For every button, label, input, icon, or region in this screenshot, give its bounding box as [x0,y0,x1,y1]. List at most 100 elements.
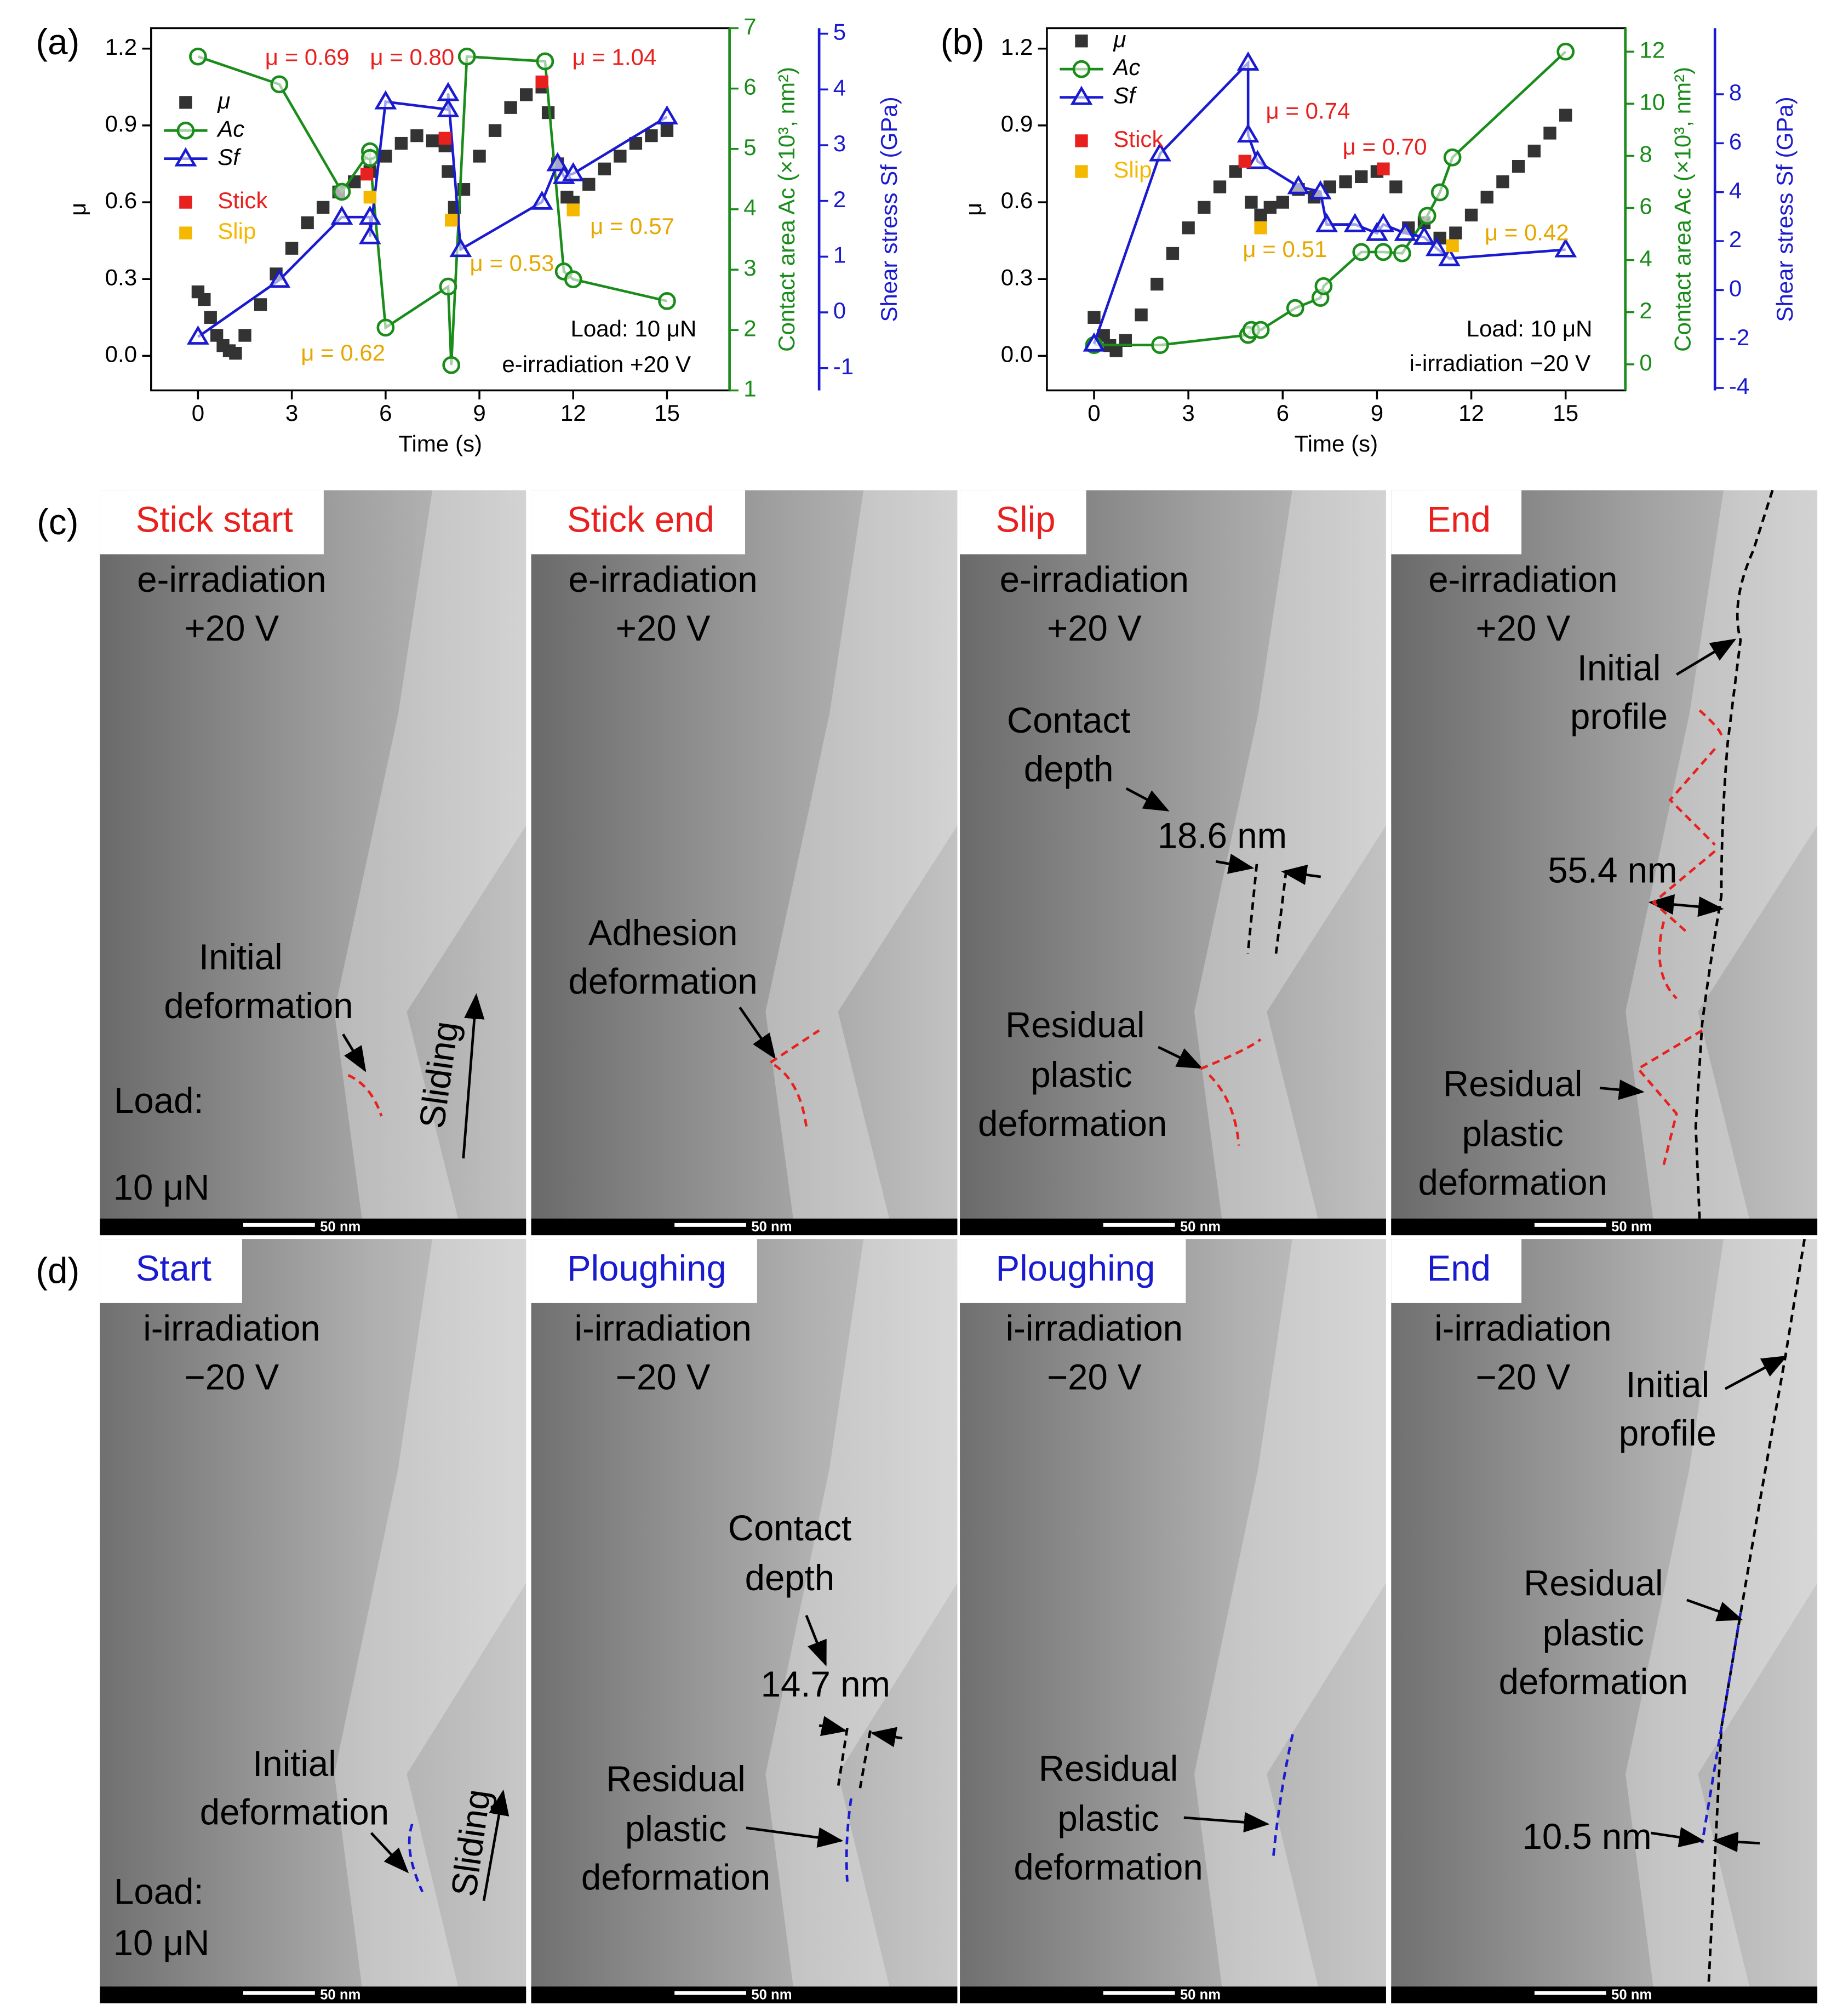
panel-text: i-irradiation [574,1309,751,1349]
y-axis-label: μ [65,203,90,216]
scale-bar-label: 50 nm [1611,1219,1652,1235]
contact-region [765,490,958,1236]
figure-label: (b) [941,22,985,62]
panel-text: Residual [1005,1005,1144,1045]
marker [645,129,658,142]
panel-text: −20 V [1476,1357,1571,1397]
marker [504,101,517,114]
panel-text: plastic [1057,1798,1159,1838]
arrow [1125,787,1170,812]
marker [1166,247,1180,260]
panel-text: deformation [1418,1162,1607,1202]
panel-text: Residual [1039,1749,1178,1789]
marker [1559,108,1572,122]
tem-image [531,1239,958,2003]
marker [1276,196,1289,209]
panel-text: deformation [1499,1661,1688,1701]
marker [1339,175,1352,189]
marker [238,329,251,342]
y3-axis-label: Shear stress Sf (GPa) [876,96,902,322]
marker [1438,247,1461,266]
panel-text: depth [1024,749,1114,789]
marker [1418,207,1436,225]
arrow [746,1826,844,1848]
arrow [1183,1812,1270,1833]
panel-text: +20 V [1047,608,1142,648]
y3-tick-label: 2 [833,186,846,212]
marker [394,136,408,150]
x-tick-label: 9 [1371,400,1383,426]
marker [270,75,289,94]
panel-text: Residual [1524,1563,1663,1603]
panel-text: Contact [1007,700,1130,740]
marker [1554,238,1577,258]
y3-tick-label: 0 [833,298,846,323]
marker [333,182,351,201]
arrow [805,1615,827,1666]
panel-text: +20 V [616,608,711,648]
legend-label: Slip [1113,157,1152,182]
title-box [1391,1239,1522,1303]
panel-text: i-irradiation [1006,1309,1183,1349]
y2-tick-label: 12 [1639,37,1665,62]
contact-region [1625,490,1818,1236]
x-tick-label: 9 [473,400,485,426]
panel-text: 18.6 nm [1158,815,1287,855]
deformation-outline [845,1798,852,1882]
arrow [1281,864,1321,885]
y2-tick-label: 1 [743,376,756,402]
marker [1355,170,1368,184]
x-tick-label: 6 [1277,400,1289,426]
legend-label: Slip [218,218,256,244]
marker [1213,180,1227,193]
panel-text: i-irradiation [1434,1309,1611,1349]
annotation: μ = 0.62 [301,340,385,365]
arrow [870,1727,903,1747]
arrow [462,993,485,1159]
panel-text: e-irradiation [569,559,758,599]
figure-label: (d) [36,1250,79,1290]
marker [1430,183,1449,202]
figure-label: (c) [37,502,78,542]
legend-marker [1075,165,1088,178]
y3-tick-label: 6 [1729,128,1742,154]
tem-image [1391,1239,1818,2003]
deformation-outline [347,1073,383,1117]
marker [438,132,451,145]
marker [1393,244,1411,262]
arrow [342,1033,367,1072]
marker [254,298,267,311]
y3-axis-label: Shear stress Sf (GPa) [1772,96,1798,322]
y2-tick-label: 10 [1639,89,1665,115]
marker [330,205,353,225]
marker [439,277,457,296]
tem-image [960,490,1386,1236]
panel-text: 55.4 nm [1548,850,1677,890]
marker [598,162,611,176]
marker [1309,180,1332,199]
y3-tick-label: 1 [833,242,846,267]
marker [1449,226,1462,239]
y2-tick-label: 7 [743,13,756,39]
y-tick-label: 1.2 [1001,34,1033,60]
arrow [1648,894,1724,917]
panel-text: 10 μN [113,1168,210,1208]
marker [1151,277,1164,291]
marker [1413,225,1435,245]
panel-text: Initial [1577,648,1661,688]
deformation-outline [408,1823,424,1893]
title-box [960,490,1086,555]
marker [1182,221,1195,235]
annotation: μ = 0.74 [1266,98,1350,124]
annotation: μ = 0.51 [1243,236,1327,262]
arrow [1686,1598,1743,1621]
panel-text: depth [745,1558,835,1598]
panel-title: Stick end [567,499,714,539]
panel-text: +20 V [185,608,279,648]
legend-label: Sf [1113,83,1137,108]
marker [1287,175,1310,195]
marker [519,88,533,101]
annotation: μ = 0.57 [590,213,674,239]
